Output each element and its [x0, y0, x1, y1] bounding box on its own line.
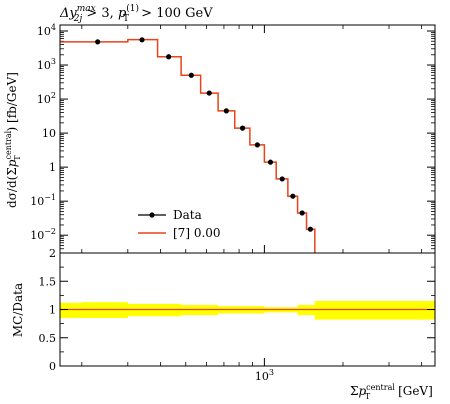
y-tick-label: 10 — [42, 127, 56, 140]
legend-data-marker — [149, 212, 155, 218]
data-point — [299, 210, 305, 216]
y-axis-label: dσ/d(ΣpcentralT) [fb/GeV] — [4, 72, 22, 208]
y-tick-label: 10−1 — [30, 193, 56, 208]
ratio-y-tick-label: 1 — [49, 304, 56, 317]
ratio-y-axis-label: MC/Data — [11, 283, 25, 337]
y-tick-label: 103 — [37, 57, 56, 72]
main-panel: 10−2 10−1 1 10 102 103 104 dσ/d(ΣpcentralT) [f… — [4, 23, 436, 254]
ratio-y-tick-label: 0 — [49, 360, 56, 373]
uncertainty-band — [60, 301, 435, 320]
data-point — [166, 54, 172, 60]
data-point — [139, 37, 145, 43]
ratio-panel: 0 0.5 1 1.5 2 103 MC/Data Σpcentral T [GeV] — [11, 247, 436, 401]
x-axis-label: Σpcentral T [GeV] — [350, 383, 433, 401]
data-point — [279, 176, 285, 182]
ratio-y-tick-label: 2 — [49, 247, 56, 260]
y-tick-label: 104 — [37, 23, 56, 38]
data-point — [290, 193, 296, 199]
data-point — [223, 108, 229, 114]
ratio-y-tick-label: 0.5 — [39, 332, 57, 345]
chart-title: Δymax 2j > 3, p(1) T > 100 GeV — [59, 3, 213, 24]
data-point — [267, 159, 274, 165]
data-point — [206, 90, 212, 96]
legend: Data [7] 0.00 — [138, 208, 221, 240]
ratio-y-tick-label: 1.5 — [39, 275, 57, 288]
data-point — [188, 72, 194, 78]
y-minor-ticks — [60, 25, 435, 254]
y-tick-label: 102 — [37, 91, 56, 106]
data-point — [254, 142, 260, 148]
x-tick-label: 103 — [255, 368, 274, 383]
main-frame — [59, 24, 436, 254]
data-point — [307, 226, 313, 232]
data-point — [95, 39, 101, 45]
legend-data-label: Data — [173, 208, 202, 222]
y-tick-label: 10−2 — [30, 227, 56, 242]
y-tick-label: 1 — [49, 161, 56, 174]
data-point — [239, 125, 246, 131]
mc-step-line — [60, 38, 316, 253]
ratio-frame — [59, 252, 436, 367]
legend-mc-label: [7] 0.00 — [173, 226, 221, 240]
